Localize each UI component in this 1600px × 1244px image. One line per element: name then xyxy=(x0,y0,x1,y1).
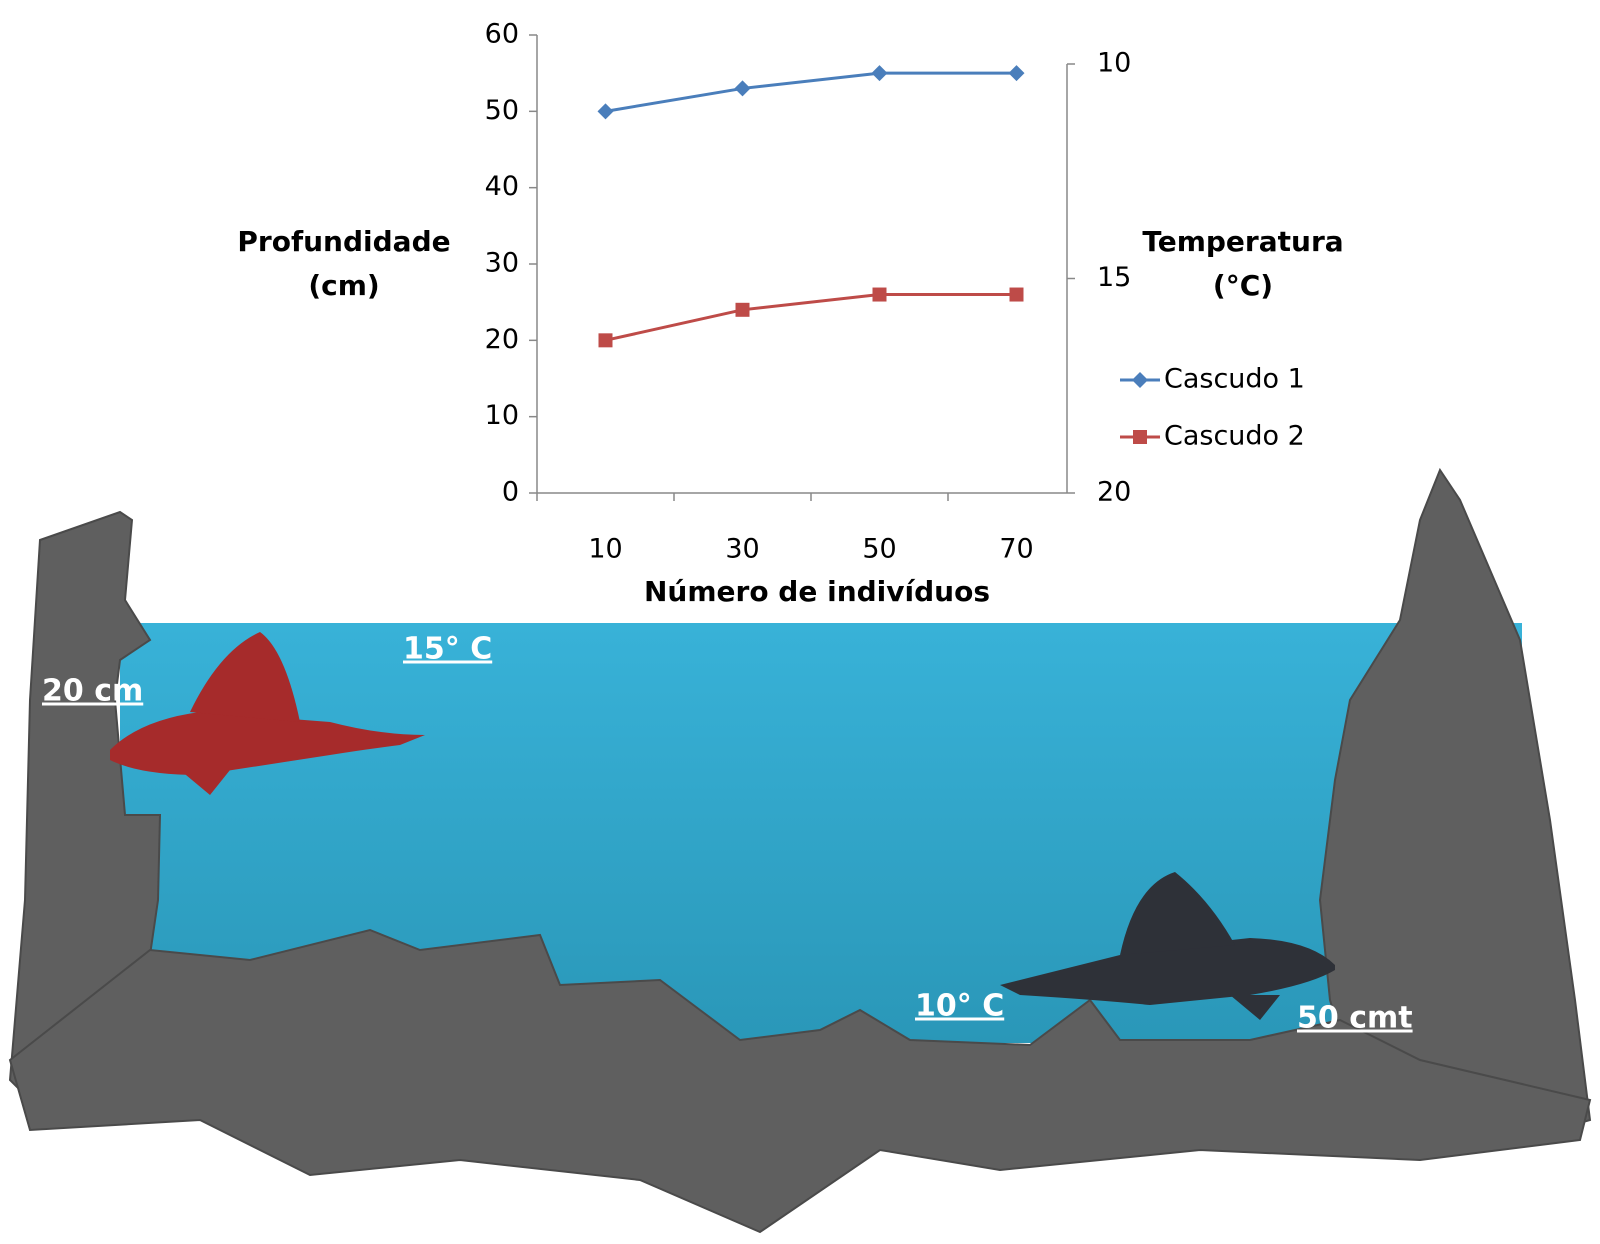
fish-red xyxy=(110,632,425,795)
rock-left xyxy=(8,510,162,1112)
y-tick-label: 10 xyxy=(485,400,519,431)
y-tick-label: 30 xyxy=(485,248,519,279)
y-axis-label-line: Profundidade xyxy=(237,225,450,258)
y2-tick-label: 10 xyxy=(1097,48,1131,79)
y-axis-label-line: (cm) xyxy=(308,269,379,302)
x-tick-label: 10 xyxy=(588,534,622,565)
fish-black xyxy=(1000,872,1335,1020)
illustration xyxy=(8,467,1592,1234)
marker xyxy=(734,80,751,97)
y2-axis-label-line: (°C) xyxy=(1213,269,1273,302)
annotation: 50 cmt xyxy=(1297,1001,1413,1036)
x-axis-label: Número de indivíduos xyxy=(644,575,990,608)
marker xyxy=(597,103,614,120)
series-line xyxy=(605,71,1017,113)
marker xyxy=(1132,372,1148,388)
y2-axis-label: Temperatura (°C) xyxy=(1142,225,1343,302)
plot: 0 10 20 30 40 50 60 10 15 20 10 30 50 70 Número de ind… xyxy=(237,19,1343,609)
y-tick-label: 0 xyxy=(502,477,519,508)
marker xyxy=(735,302,750,317)
y2-tick-label: 20 xyxy=(1097,477,1131,508)
marker xyxy=(1008,65,1025,82)
marker xyxy=(598,333,613,348)
y-tick-label: 60 xyxy=(485,19,519,50)
annotation: 20 cm xyxy=(42,674,143,709)
x-tick-label: 30 xyxy=(725,534,759,565)
y2-axis-label-line: Temperatura xyxy=(1142,225,1343,258)
legend-label: Cascudo 1 xyxy=(1164,364,1305,395)
y-tick-label: 20 xyxy=(485,324,519,355)
marker xyxy=(872,287,887,302)
annotation: 10° C xyxy=(915,989,1004,1024)
y-tick-label: 50 xyxy=(485,95,519,126)
y-tick-label: 40 xyxy=(485,171,519,202)
legend-label: Cascudo 2 xyxy=(1164,421,1305,452)
rock-bottom xyxy=(8,928,1592,1234)
annotation: 15° C xyxy=(403,632,492,667)
marker xyxy=(1133,430,1147,444)
marker xyxy=(871,65,888,82)
y2-tick-label: 15 xyxy=(1097,262,1131,293)
series-line xyxy=(605,293,1017,342)
x-tick-label: 50 xyxy=(862,534,896,565)
y-axis-label: Profundidade (cm) xyxy=(237,225,450,302)
marker xyxy=(1009,287,1024,302)
x-tick-label: 70 xyxy=(999,534,1033,565)
